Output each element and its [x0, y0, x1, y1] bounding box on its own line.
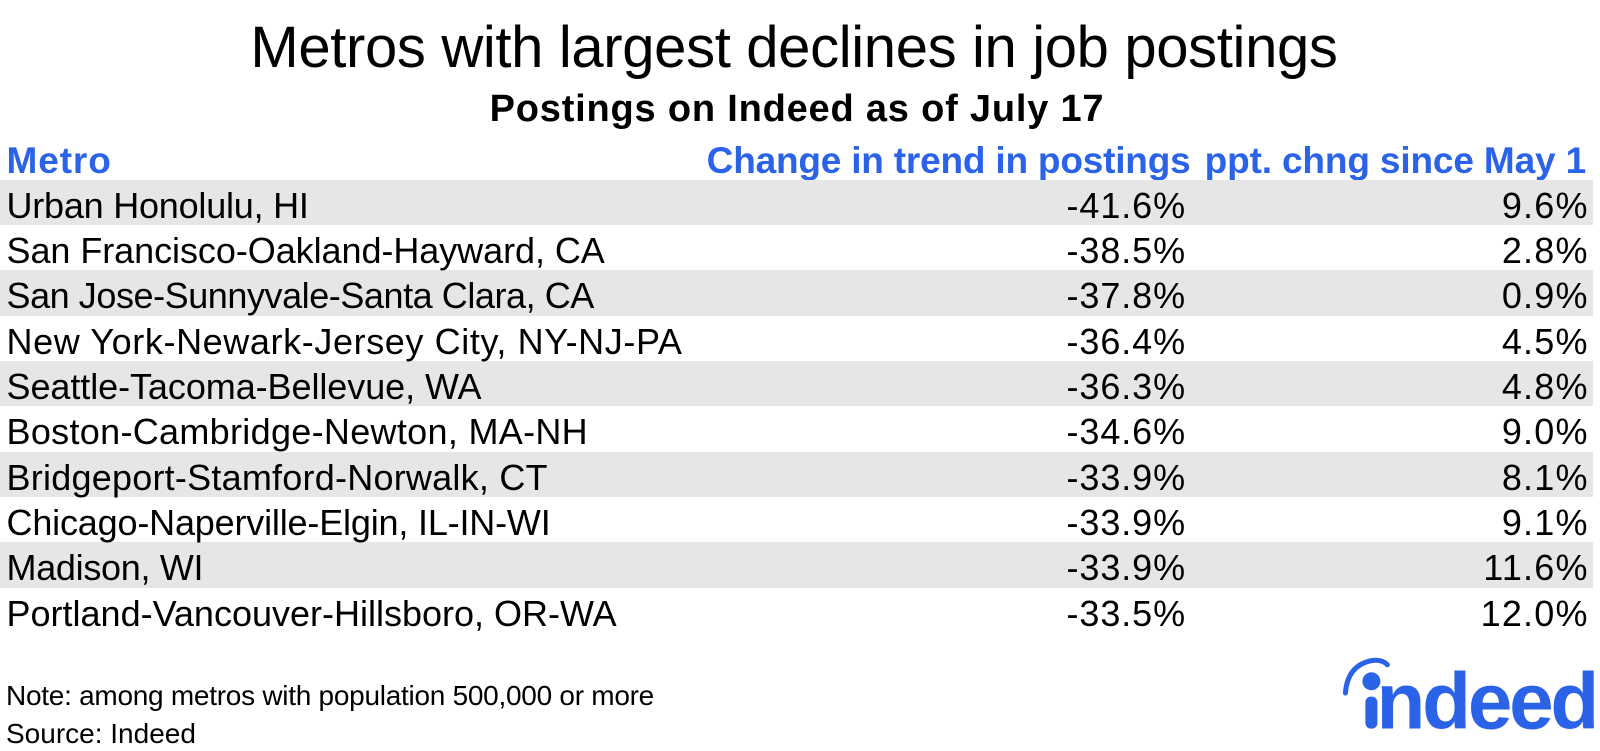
svg-text:ndeed: ndeed: [1377, 657, 1597, 746]
